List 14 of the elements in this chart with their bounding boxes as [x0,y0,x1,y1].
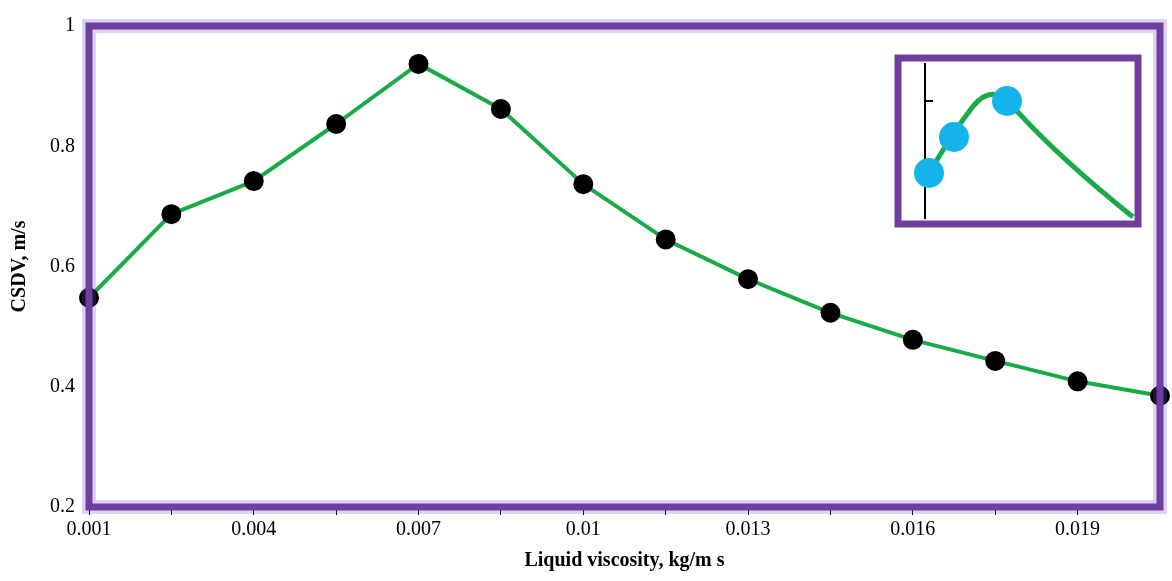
x-tick-label: 0.013 [725,517,771,540]
y-axis-title: CSDV, m/s [7,220,30,313]
y-tick-label: 0.4 [50,374,75,396]
x-tick-label: 0.007 [396,517,442,540]
x-tick-label: 0.01 [565,517,601,540]
x-tick-label: 0.016 [890,517,936,540]
y-tick-label: 0.2 [50,494,75,517]
x-tick-label: 0.004 [231,517,277,540]
y-tick-label: 1 [65,13,75,36]
x-tick-label: 0.019 [1055,517,1101,540]
y-tick-label: 0.6 [50,253,75,276]
x-axis-title: Liquid viscosity, kg/m s [524,548,725,572]
y-tick-label: 0.8 [50,133,75,156]
x-tick-label: 0.001 [66,517,112,540]
